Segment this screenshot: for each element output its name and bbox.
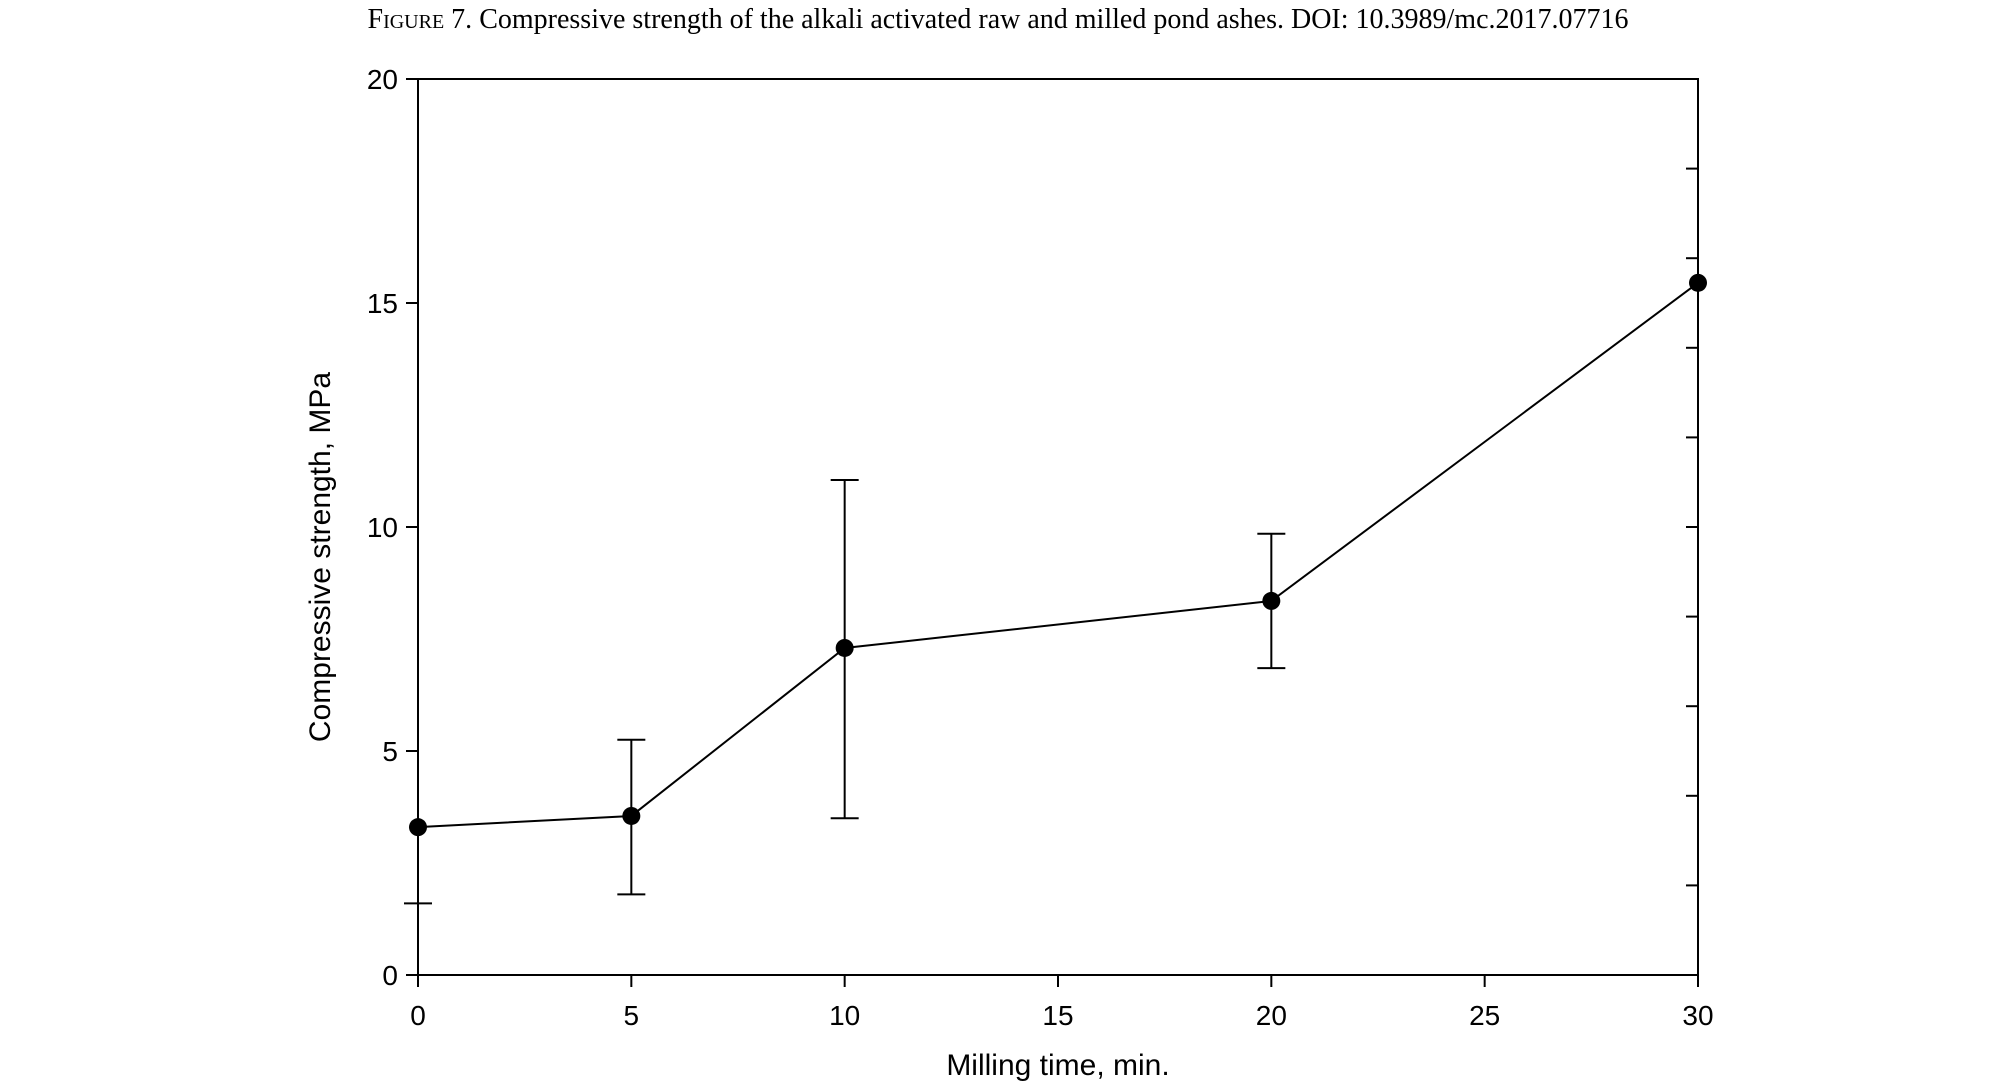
y-tick-label: 15	[367, 288, 398, 319]
y-tick-label: 10	[367, 512, 398, 543]
x-tick-label: 10	[829, 1000, 860, 1031]
figure-caption: Figure 7. Compressive strength of the al…	[0, 0, 1996, 40]
y-axis-label: Compressive strength, MPa	[304, 372, 337, 742]
error-bars	[404, 478, 1286, 905]
data-point	[835, 638, 854, 657]
plot-frame	[417, 78, 1699, 976]
caption-text: Compressive strength of the alkali activ…	[479, 4, 1284, 35]
x-tick-label: 20	[1256, 1000, 1287, 1031]
plot-border	[417, 78, 1699, 976]
data-point	[1262, 591, 1281, 610]
x-tick-label: 5	[624, 1000, 640, 1031]
x-tick-label: 0	[410, 1000, 426, 1031]
y-tick-label: 20	[367, 64, 398, 95]
series-line	[417, 282, 1699, 829]
data-series	[409, 273, 1707, 837]
x-tick-label: 30	[1682, 1000, 1713, 1031]
data-point	[409, 818, 427, 837]
x-axis-label: Milling time, min.	[946, 1049, 1169, 1082]
data-point	[1689, 273, 1707, 292]
x-tick-label: 15	[1042, 1000, 1073, 1031]
y-tick-label: 0	[382, 960, 398, 991]
y-axis: 0 5 10 15 20	[367, 64, 1698, 991]
caption-doi: DOI: 10.3989/mc.2017.07716	[1290, 4, 1629, 35]
x-axis: 0 5 10 15 20 25 30	[410, 975, 1714, 1031]
figure-label: Figure 7.	[367, 4, 473, 35]
x-tick-label: 25	[1469, 1000, 1500, 1031]
data-point	[622, 806, 641, 825]
y-tick-label: 5	[382, 736, 398, 767]
